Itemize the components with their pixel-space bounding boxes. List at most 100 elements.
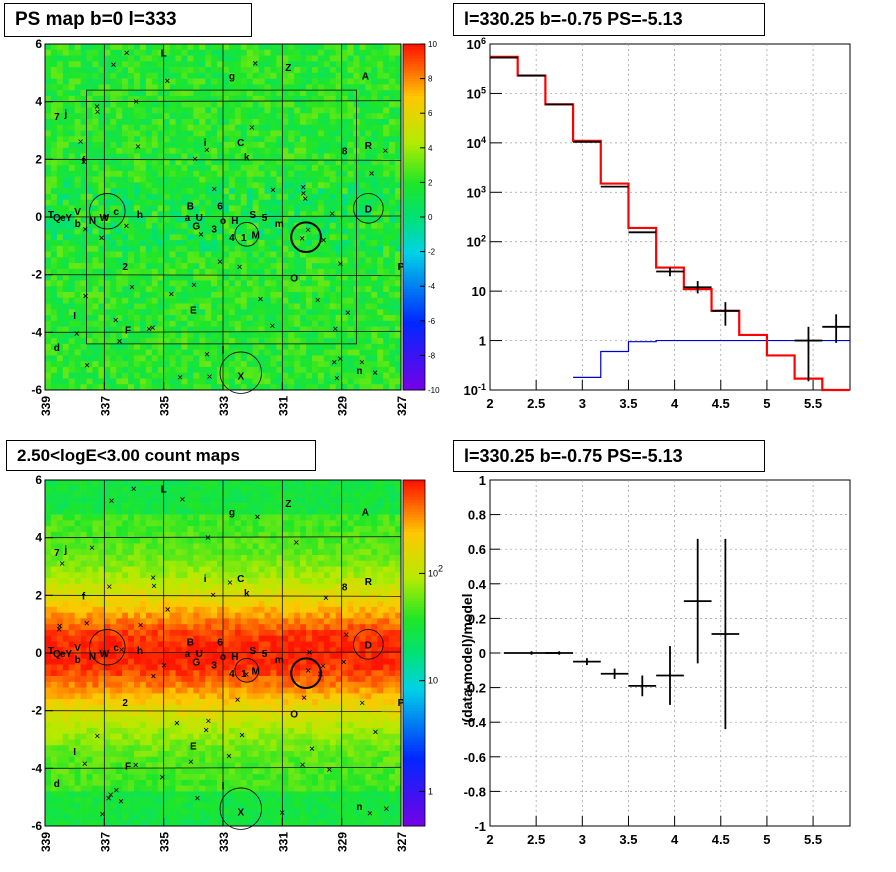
source-cross (99, 235, 104, 241)
source-cross (59, 561, 65, 566)
source-cross (78, 139, 83, 144)
residual-point (656, 646, 684, 705)
x-tick-label: 333 (217, 396, 231, 416)
y-tick-label: -4 (31, 325, 42, 339)
data-point (822, 314, 850, 343)
y-tick-label: 103 (467, 184, 486, 200)
y-tick-label: -2 (31, 268, 42, 282)
x-tick-label: 337 (98, 396, 112, 416)
source-label: O (290, 710, 298, 721)
x-tick-label: 5 (763, 832, 770, 847)
source-cross (235, 697, 240, 702)
colorbar-ticks: 102 10 1 (419, 563, 443, 796)
source-circle (234, 658, 260, 683)
x-tick-label: 3.5 (619, 396, 637, 411)
spectrum-title: l=330.25 b=-0.75 PS=-5.13 (453, 3, 765, 36)
source-label: F (125, 325, 131, 336)
source-cross (129, 284, 135, 290)
colorbar-tick-label: 1 (428, 786, 433, 796)
residual-point (545, 651, 574, 655)
source-label: 3 (211, 225, 217, 236)
colorbar-tick-label: -10 (428, 386, 440, 395)
source-cross (207, 374, 212, 379)
source-label: i (204, 574, 207, 585)
source-label: h (137, 210, 143, 221)
source-label: m (275, 219, 284, 230)
residual-points (503, 538, 740, 730)
source-label: d (54, 343, 60, 354)
y-tick-label: -0.2 (464, 681, 486, 696)
source-cross (151, 583, 157, 589)
x-tick-label: 335 (158, 396, 172, 416)
x-tick-label: 333 (217, 832, 231, 852)
source-cross (320, 663, 326, 669)
source-label: M (251, 666, 259, 677)
source-cross (95, 109, 100, 115)
source-label: c (113, 643, 119, 654)
source-cross (204, 351, 210, 357)
source-cross (94, 733, 100, 739)
source-label: X (237, 808, 244, 819)
axes: 2 2.5 3 3.5 4 4.5 5 5.5 1 0.8 0.6 0.4 0.2 0 -0.2 -0.4 -0… (459, 473, 822, 847)
colorbar-tick-label: -4 (428, 282, 436, 291)
data-point (656, 267, 684, 277)
source-cross (210, 592, 216, 598)
map-grid (44, 44, 402, 390)
source-label: M (251, 230, 259, 241)
source-cross (150, 325, 155, 330)
source-label: j (63, 545, 67, 556)
source-cross (150, 575, 156, 580)
residual-point (628, 675, 657, 697)
residual-title: l=330.25 b=-0.75 PS=-5.13 (453, 440, 765, 472)
source-cross (279, 810, 285, 815)
background-model-line (573, 339, 850, 378)
source-cross (168, 291, 174, 297)
source-label: B (187, 637, 194, 648)
source-cross (321, 237, 326, 243)
source-circle (89, 629, 126, 666)
source-label: b (75, 655, 81, 666)
source-cross (372, 370, 378, 375)
source-label: f (82, 155, 86, 166)
y-tick-label: 4 (35, 95, 42, 109)
colorbar (402, 43, 426, 391)
y-tick-label: 0.8 (468, 508, 486, 523)
source-label: a (185, 649, 191, 660)
colorbar-tick-label: -6 (428, 317, 436, 326)
source-label: 3 (211, 661, 217, 672)
source-label: d (54, 779, 60, 790)
x-tick-label: 335 (158, 832, 172, 852)
source-cross (204, 147, 210, 153)
source-cross (177, 374, 183, 380)
source-cross (94, 104, 100, 109)
source-label: m (275, 655, 284, 666)
source-circles (89, 193, 384, 394)
source-circle (219, 787, 262, 830)
source-cross (318, 671, 323, 677)
source-label: e (60, 649, 66, 660)
source-label: T (48, 210, 54, 221)
source-cross (323, 595, 329, 601)
source-cross (270, 323, 275, 329)
x-tick-label: 331 (276, 832, 290, 852)
source-cross (252, 61, 258, 66)
source-cross (341, 659, 347, 665)
data-points (490, 56, 850, 382)
source-cross (301, 191, 306, 196)
y-tick-label: -0.6 (464, 750, 486, 765)
source-label: Q (53, 649, 61, 660)
source-cross (84, 620, 90, 626)
source-circle (353, 193, 384, 224)
source-label: 8 (342, 147, 348, 158)
source-label: 2 (122, 262, 128, 273)
x-tick-label: 329 (336, 832, 350, 852)
source-label: b (75, 219, 81, 230)
count-map-panel: 339 337 335 333 331 329 327 6 4 2 0 -2 -4 -6 Lg Z A 7 j i Ck… (31, 473, 443, 852)
source-cross (244, 672, 249, 677)
x-tick-label: 3 (579, 396, 586, 411)
y-tick-label: 0 (35, 210, 42, 224)
source-cross (369, 171, 374, 176)
